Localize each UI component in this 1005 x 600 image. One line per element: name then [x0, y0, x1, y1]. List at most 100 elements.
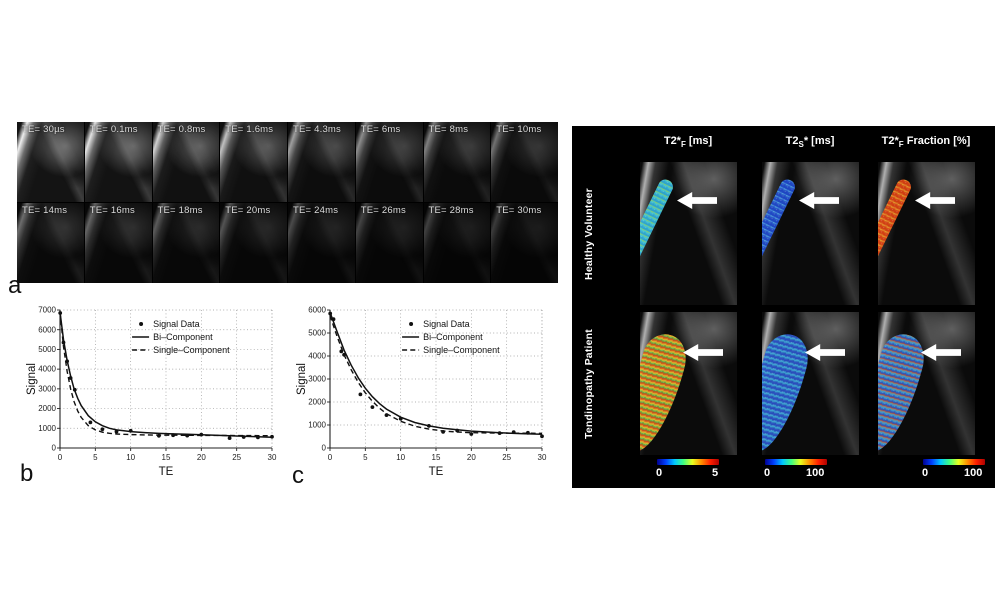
svg-text:20: 20 — [197, 453, 206, 462]
svg-text:5: 5 — [93, 453, 98, 462]
mri-echo-tile: TE= 18ms — [152, 203, 220, 283]
svg-text:10: 10 — [396, 453, 405, 462]
parametric-maps-panel: T2*F [ms] T2S* [ms] T2*F Fraction [%] Healt… — [572, 126, 995, 488]
mri-image — [491, 122, 558, 202]
mri-echo-tile: TE= 24ms — [288, 203, 355, 283]
mri-echo-tile: TE= 4.3ms — [288, 122, 355, 202]
svg-text:7000: 7000 — [38, 306, 56, 315]
svg-text:Bi–Component: Bi–Component — [153, 332, 213, 342]
map-column-header-t2star-f-fraction: T2*F Fraction [%] — [881, 135, 971, 150]
mri-image — [152, 203, 220, 283]
svg-text:25: 25 — [502, 453, 511, 462]
signal-decay-chart-b: 0 5 10 15 20 25 30 0 1000 2000 3000 4000 5000 6000 700… — [26, 306, 277, 478]
svg-text:1000: 1000 — [308, 421, 326, 430]
mri-echo-tile: TE= 30µs — [17, 122, 84, 202]
svg-text:10: 10 — [126, 453, 135, 462]
mri-echo-tile: TE= 0.8ms — [152, 122, 220, 202]
te-label: TE= 8ms — [428, 124, 469, 135]
jet-colorbar — [923, 459, 985, 465]
svg-text:30: 30 — [268, 453, 277, 462]
te-label: TE= 0.8ms — [157, 124, 206, 135]
parametric-map-cell-healthy-t2star-s — [762, 162, 859, 305]
mri-image — [84, 122, 152, 202]
signal-decay-chart-c: 0 5 10 15 20 25 30 0 1000 2000 3000 4000 5000 6000 Sig… — [296, 306, 547, 478]
te-label: TE= 14ms — [22, 205, 68, 216]
tendon-color-overlay — [878, 177, 914, 288]
svg-text:Bi–Component: Bi–Component — [423, 332, 483, 342]
left-arrow-icon — [805, 344, 845, 361]
te-label: TE= 30µs — [22, 124, 65, 135]
svg-text:5: 5 — [363, 453, 368, 462]
mri-image — [152, 122, 220, 202]
jet-colorbar — [657, 459, 719, 465]
svg-text:5000: 5000 — [308, 329, 326, 338]
mri-image — [17, 122, 84, 202]
tendon-color-overlay — [640, 329, 693, 455]
mri-echo-tile: TE= 20ms — [220, 203, 287, 283]
panel-label-a: a — [8, 272, 22, 299]
svg-text:4000: 4000 — [38, 365, 56, 374]
colorbar-min-label: 0 — [764, 467, 771, 479]
mri-echo-tile: TE= 8ms — [423, 122, 491, 202]
svg-text:25: 25 — [232, 453, 241, 462]
svg-text:Single–Component: Single–Component — [423, 345, 500, 355]
mri-image — [355, 122, 423, 202]
te-label: TE= 10ms — [496, 124, 542, 135]
te-label: TE= 26ms — [360, 205, 406, 216]
mri-image — [355, 203, 423, 283]
svg-text:TE: TE — [159, 466, 174, 478]
colorbar-min-label: 0 — [922, 467, 929, 479]
svg-text:6000: 6000 — [38, 325, 56, 334]
panel-label-c: c — [292, 462, 304, 489]
te-label: TE= 16ms — [89, 205, 135, 216]
ute-image-grid: TE= 30µs TE= 0.1ms TE= 0.8ms TE= 1.6ms TE= 4… — [17, 122, 558, 283]
mri-echo-tile: TE= 30ms — [491, 203, 558, 283]
mri-image — [288, 122, 355, 202]
svg-text:Signal Data: Signal Data — [153, 319, 200, 329]
jet-colorbar — [765, 459, 827, 465]
colorbar-max-label: 5 — [712, 467, 719, 479]
tendon-color-overlay — [878, 329, 931, 455]
svg-text:20: 20 — [467, 453, 476, 462]
left-arrow-icon — [677, 192, 717, 209]
svg-text:0: 0 — [328, 453, 333, 462]
mri-image — [220, 122, 287, 202]
tendon-color-overlay — [762, 177, 798, 288]
svg-text:0: 0 — [322, 444, 327, 453]
mri-image — [220, 203, 287, 283]
svg-text:3000: 3000 — [308, 375, 326, 384]
parametric-map-cell-healthy-t2star-fraction — [878, 162, 975, 305]
svg-text:Signal: Signal — [296, 363, 308, 395]
parametric-map-cell-patient-t2star-f — [640, 312, 737, 455]
mri-echo-tile: TE= 16ms — [84, 203, 152, 283]
svg-text:4000: 4000 — [308, 352, 326, 361]
svg-text:1000: 1000 — [38, 424, 56, 433]
map-column-header-t2star-f-ms: T2*F [ms] — [663, 135, 713, 150]
te-label: TE= 28ms — [428, 205, 474, 216]
svg-text:Signal Data: Signal Data — [423, 319, 470, 329]
left-arrow-icon — [915, 192, 955, 209]
te-label: TE= 20ms — [225, 205, 271, 216]
mri-image — [288, 203, 355, 283]
parametric-map-cell-patient-t2star-fraction — [878, 312, 975, 455]
panel-label-b: b — [20, 460, 34, 487]
left-arrow-icon — [921, 344, 961, 361]
parametric-map-cell-patient-t2star-s — [762, 312, 859, 455]
te-label: TE= 30ms — [496, 205, 542, 216]
mri-image — [423, 122, 491, 202]
te-label: TE= 0.1ms — [89, 124, 138, 135]
mri-echo-tile: TE= 10ms — [491, 122, 558, 202]
left-arrow-icon — [683, 344, 723, 361]
colorbar-min-label: 0 — [656, 467, 663, 479]
svg-text:3000: 3000 — [38, 384, 56, 393]
tendon-color-overlay — [640, 177, 676, 288]
svg-text:0: 0 — [52, 444, 57, 453]
svg-text:Signal: Signal — [26, 363, 38, 395]
svg-text:TE: TE — [429, 466, 444, 478]
svg-text:5000: 5000 — [38, 345, 56, 354]
mri-echo-tile: TE= 0.1ms — [84, 122, 152, 202]
mri-image — [84, 203, 152, 283]
subject-row-label: Tendinopathy Patient — [583, 328, 596, 439]
subject-row-label: Healthy Volunteer — [583, 187, 595, 280]
